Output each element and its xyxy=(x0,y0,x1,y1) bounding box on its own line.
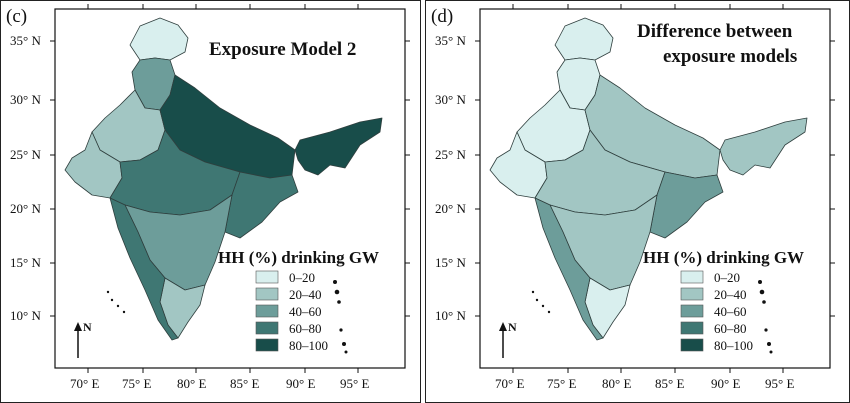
region-west-coast xyxy=(534,197,604,341)
panel-label: (c) xyxy=(6,6,27,27)
lat-tick-35: 35° N xyxy=(435,33,466,48)
map-frame xyxy=(54,8,406,369)
map-panel-c: (c) 35° N 30° N 25° N 20° N 15° N 10° N … xyxy=(0,0,421,403)
map-title-line-2: exposure models xyxy=(663,46,797,67)
lon-tick-85: 85° E xyxy=(230,376,259,391)
legend-swatch-4 xyxy=(680,338,704,352)
island-dots xyxy=(106,280,348,354)
north-arrow-icon: N xyxy=(74,320,92,358)
india-choropleth xyxy=(489,17,808,341)
india-choropleth xyxy=(64,17,383,341)
legend-label-3: 60–80 xyxy=(714,321,747,336)
lat-tick-30: 30° N xyxy=(10,92,41,107)
region-west-coast xyxy=(109,197,179,341)
lat-tick-30: 30° N xyxy=(435,92,466,107)
map-frame xyxy=(479,8,831,369)
lat-tick-15: 15° N xyxy=(10,255,41,270)
legend-swatch-1 xyxy=(255,287,279,301)
lon-tick-90: 90° E xyxy=(711,376,740,391)
legend-label-2: 40–60 xyxy=(289,304,322,319)
region-gujarat xyxy=(489,131,548,199)
legend: HH (%) drinking GW 0–20 20–40 40–60 60–8… xyxy=(643,248,804,353)
region-northeast xyxy=(294,117,383,176)
lat-tick-marks xyxy=(50,40,410,317)
north-arrow-icon: N xyxy=(499,320,517,358)
panel-label: (d) xyxy=(431,6,453,27)
lon-tick-80: 80° E xyxy=(177,376,206,391)
lon-tick-75: 75° E xyxy=(547,376,576,391)
lon-tick-95: 95° E xyxy=(340,376,369,391)
island-dots xyxy=(531,280,773,354)
legend-label-0: 0–20 xyxy=(714,270,740,285)
legend-label-3: 60–80 xyxy=(289,321,322,336)
north-label: N xyxy=(83,320,92,334)
lon-tick-70: 70° E xyxy=(495,376,524,391)
lon-tick-70: 70° E xyxy=(70,376,99,391)
lat-tick-20: 20° N xyxy=(435,201,466,216)
region-kashmir xyxy=(129,17,189,61)
map-panel-d: (d) 35° N 30° N 25° N 20° N 15° N 10° N … xyxy=(425,0,850,403)
legend-swatch-2 xyxy=(680,304,704,318)
legend-swatch-0 xyxy=(680,270,704,284)
lat-tick-marks xyxy=(475,40,835,317)
lon-tick-75: 75° E xyxy=(122,376,151,391)
legend-swatch-2 xyxy=(255,304,279,318)
legend-label-4: 80–100 xyxy=(714,338,753,353)
lat-tick-25: 25° N xyxy=(10,147,41,162)
map-title-line-1: Exposure Model 2 xyxy=(209,39,356,60)
lon-tick-95: 95° E xyxy=(765,376,794,391)
lat-tick-20: 20° N xyxy=(10,201,41,216)
legend-title: HH (%) drinking GW xyxy=(643,248,804,267)
legend-label-1: 20–40 xyxy=(714,287,747,302)
legend-label-4: 80–100 xyxy=(289,338,328,353)
lon-tick-85: 85° E xyxy=(655,376,684,391)
map-figure-d: (d) 35° N 30° N 25° N 20° N 15° N 10° N … xyxy=(425,0,850,403)
legend-label-1: 20–40 xyxy=(289,287,322,302)
lat-tick-15: 15° N xyxy=(435,255,466,270)
legend-swatch-3 xyxy=(680,321,704,335)
north-label: N xyxy=(508,320,517,334)
lat-tick-10: 10° N xyxy=(435,308,466,323)
legend-label-2: 40–60 xyxy=(714,304,747,319)
legend: HH (%) drinking GW 0–20 20–40 40–60 60–8… xyxy=(218,248,379,353)
legend-swatch-0 xyxy=(255,270,279,284)
legend-label-0: 0–20 xyxy=(289,270,315,285)
lat-tick-25: 25° N xyxy=(435,147,466,162)
lon-tick-marks xyxy=(87,4,359,373)
lon-tick-marks xyxy=(512,4,784,373)
lon-tick-80: 80° E xyxy=(602,376,631,391)
lat-tick-35: 35° N xyxy=(10,33,41,48)
lat-tick-10: 10° N xyxy=(10,308,41,323)
region-kashmir xyxy=(554,17,614,61)
lon-tick-90: 90° E xyxy=(286,376,315,391)
legend-swatch-4 xyxy=(255,338,279,352)
legend-swatch-3 xyxy=(255,321,279,335)
map-figure-c: (c) 35° N 30° N 25° N 20° N 15° N 10° N … xyxy=(0,0,421,403)
legend-title: HH (%) drinking GW xyxy=(218,248,379,267)
region-gujarat xyxy=(64,131,123,199)
map-title-line-1: Difference between xyxy=(637,21,793,42)
region-northeast xyxy=(719,117,808,176)
legend-swatch-1 xyxy=(680,287,704,301)
